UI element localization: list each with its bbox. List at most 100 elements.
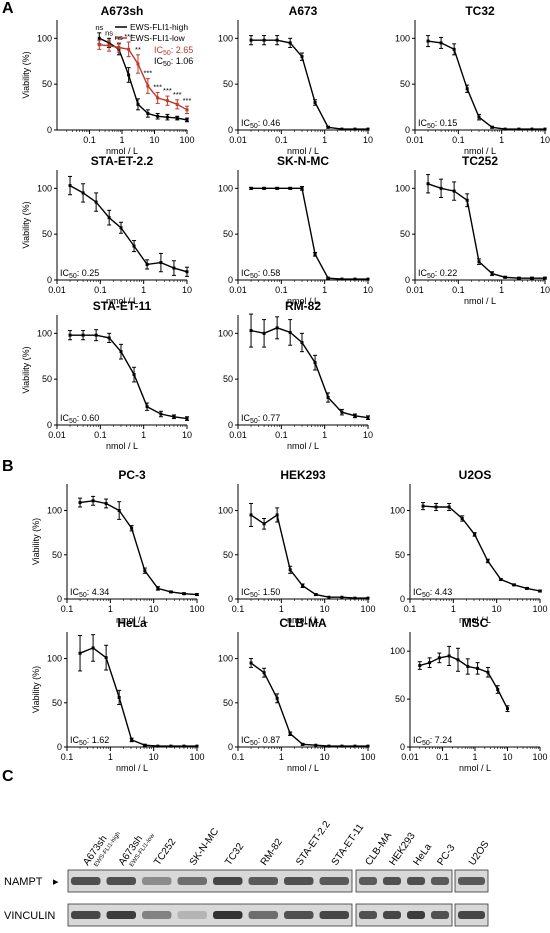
ic50-label: IC50: 0.46	[241, 118, 280, 130]
data-point	[326, 396, 330, 399]
chart-title: A673sh	[101, 4, 144, 18]
data-point	[426, 182, 430, 186]
x-axis-label: nmol / L	[106, 441, 138, 451]
nampt-band	[248, 877, 278, 885]
chart-title: PC-3	[118, 468, 146, 482]
data-point	[314, 743, 318, 747]
ic50-label: IC50: 4.43	[413, 587, 452, 599]
x-tick-label: 10	[320, 752, 330, 762]
data-point	[145, 262, 149, 266]
data-point	[146, 112, 150, 115]
data-point	[262, 38, 266, 42]
data-point	[288, 330, 292, 334]
data-point	[107, 336, 111, 340]
x-tick-label: 1	[279, 752, 284, 762]
data-point	[132, 373, 136, 377]
blot-strip	[355, 869, 453, 893]
y-tick-label: 100	[395, 183, 410, 193]
y-tick-label: 50	[223, 79, 233, 89]
nampt-band	[407, 877, 425, 885]
data-point	[313, 101, 317, 104]
x-axis-label: nmol / L	[287, 441, 319, 451]
data-point	[94, 200, 98, 204]
x-tick-label: 10	[149, 604, 159, 614]
data-point	[288, 732, 292, 736]
data-point	[249, 513, 253, 517]
data-point	[78, 651, 82, 655]
x-tick-label: 0.1	[452, 285, 465, 295]
data-point	[517, 276, 521, 280]
data-point	[172, 266, 176, 270]
data-point	[275, 186, 279, 190]
series-line	[79, 500, 198, 596]
x-tick-label: 0.1	[436, 752, 449, 762]
y-tick-label: 50	[395, 550, 405, 560]
data-point	[340, 744, 344, 748]
data-point	[249, 329, 253, 333]
x-tick-label: 10	[540, 285, 550, 295]
data-point	[172, 415, 176, 419]
data-point	[434, 505, 438, 509]
data-point	[143, 743, 147, 747]
data-point	[326, 125, 330, 129]
x-axis-label: nmol / L	[106, 296, 138, 306]
data-point	[288, 568, 292, 572]
ic50-label: IC50: 0.60	[60, 413, 99, 425]
data-point	[447, 505, 451, 509]
vinculin-band	[319, 911, 349, 919]
x-tick-label: 10	[182, 285, 192, 295]
data-point	[104, 656, 108, 660]
data-point	[418, 664, 422, 668]
x-axis-label: nmol / L	[106, 146, 138, 156]
x-tick-label: 0.01	[229, 285, 247, 295]
data-point	[543, 276, 547, 280]
data-point	[91, 646, 95, 650]
y-tick-label: 0	[400, 742, 405, 752]
y-tick-label: 50	[223, 374, 233, 384]
significance-label: ***	[143, 69, 152, 78]
data-point	[130, 738, 134, 742]
lane-label: RM-82	[259, 836, 285, 867]
x-tick-label: 1	[322, 135, 327, 145]
data-point	[437, 656, 441, 660]
chart-10: 0 50 100 0.1 1 10 100 U2OS nmol / L IC50: 4.43	[390, 468, 548, 625]
data-point	[275, 696, 279, 700]
data-point	[288, 41, 292, 45]
data-point	[182, 744, 186, 748]
ic50-label: IC50: 0.58	[241, 268, 280, 280]
chart-title: TC32	[465, 4, 495, 18]
data-point	[107, 44, 111, 48]
x-tick-label: 0.1	[232, 752, 245, 762]
y-tick-label: 0	[57, 742, 62, 752]
x-tick-label: 0.01	[406, 135, 424, 145]
x-tick-label: 1	[141, 285, 146, 295]
data-point	[78, 501, 82, 505]
data-point	[175, 116, 179, 120]
series-line	[419, 655, 509, 710]
y-tick-label: 0	[47, 125, 52, 135]
legend-label: EWS-FLI1-low	[130, 33, 186, 43]
lane-label: STA-ET-2.2	[294, 819, 333, 868]
y-tick-label: 50	[42, 374, 52, 384]
vinculin-band	[248, 911, 278, 919]
data-point	[136, 102, 140, 106]
data-point	[288, 186, 292, 190]
x-tick-label: 100	[360, 752, 375, 762]
data-point	[262, 671, 266, 675]
significance-label: ns	[105, 28, 113, 37]
ic50-label: IC50: 2.65	[154, 45, 193, 57]
vinculin-band	[407, 911, 425, 919]
data-point	[517, 127, 521, 131]
x-tick-label: 100	[179, 135, 194, 145]
data-point	[262, 331, 266, 335]
chart-title: U2OS	[459, 468, 492, 482]
data-point	[117, 46, 121, 49]
x-tick-label: 10	[540, 135, 550, 145]
data-point	[156, 96, 160, 100]
y-tick-label: 100	[218, 506, 233, 516]
y-tick-label: 0	[228, 742, 233, 752]
data-point	[477, 260, 481, 264]
x-tick-label: 0.1	[61, 604, 74, 614]
data-point	[185, 270, 189, 274]
